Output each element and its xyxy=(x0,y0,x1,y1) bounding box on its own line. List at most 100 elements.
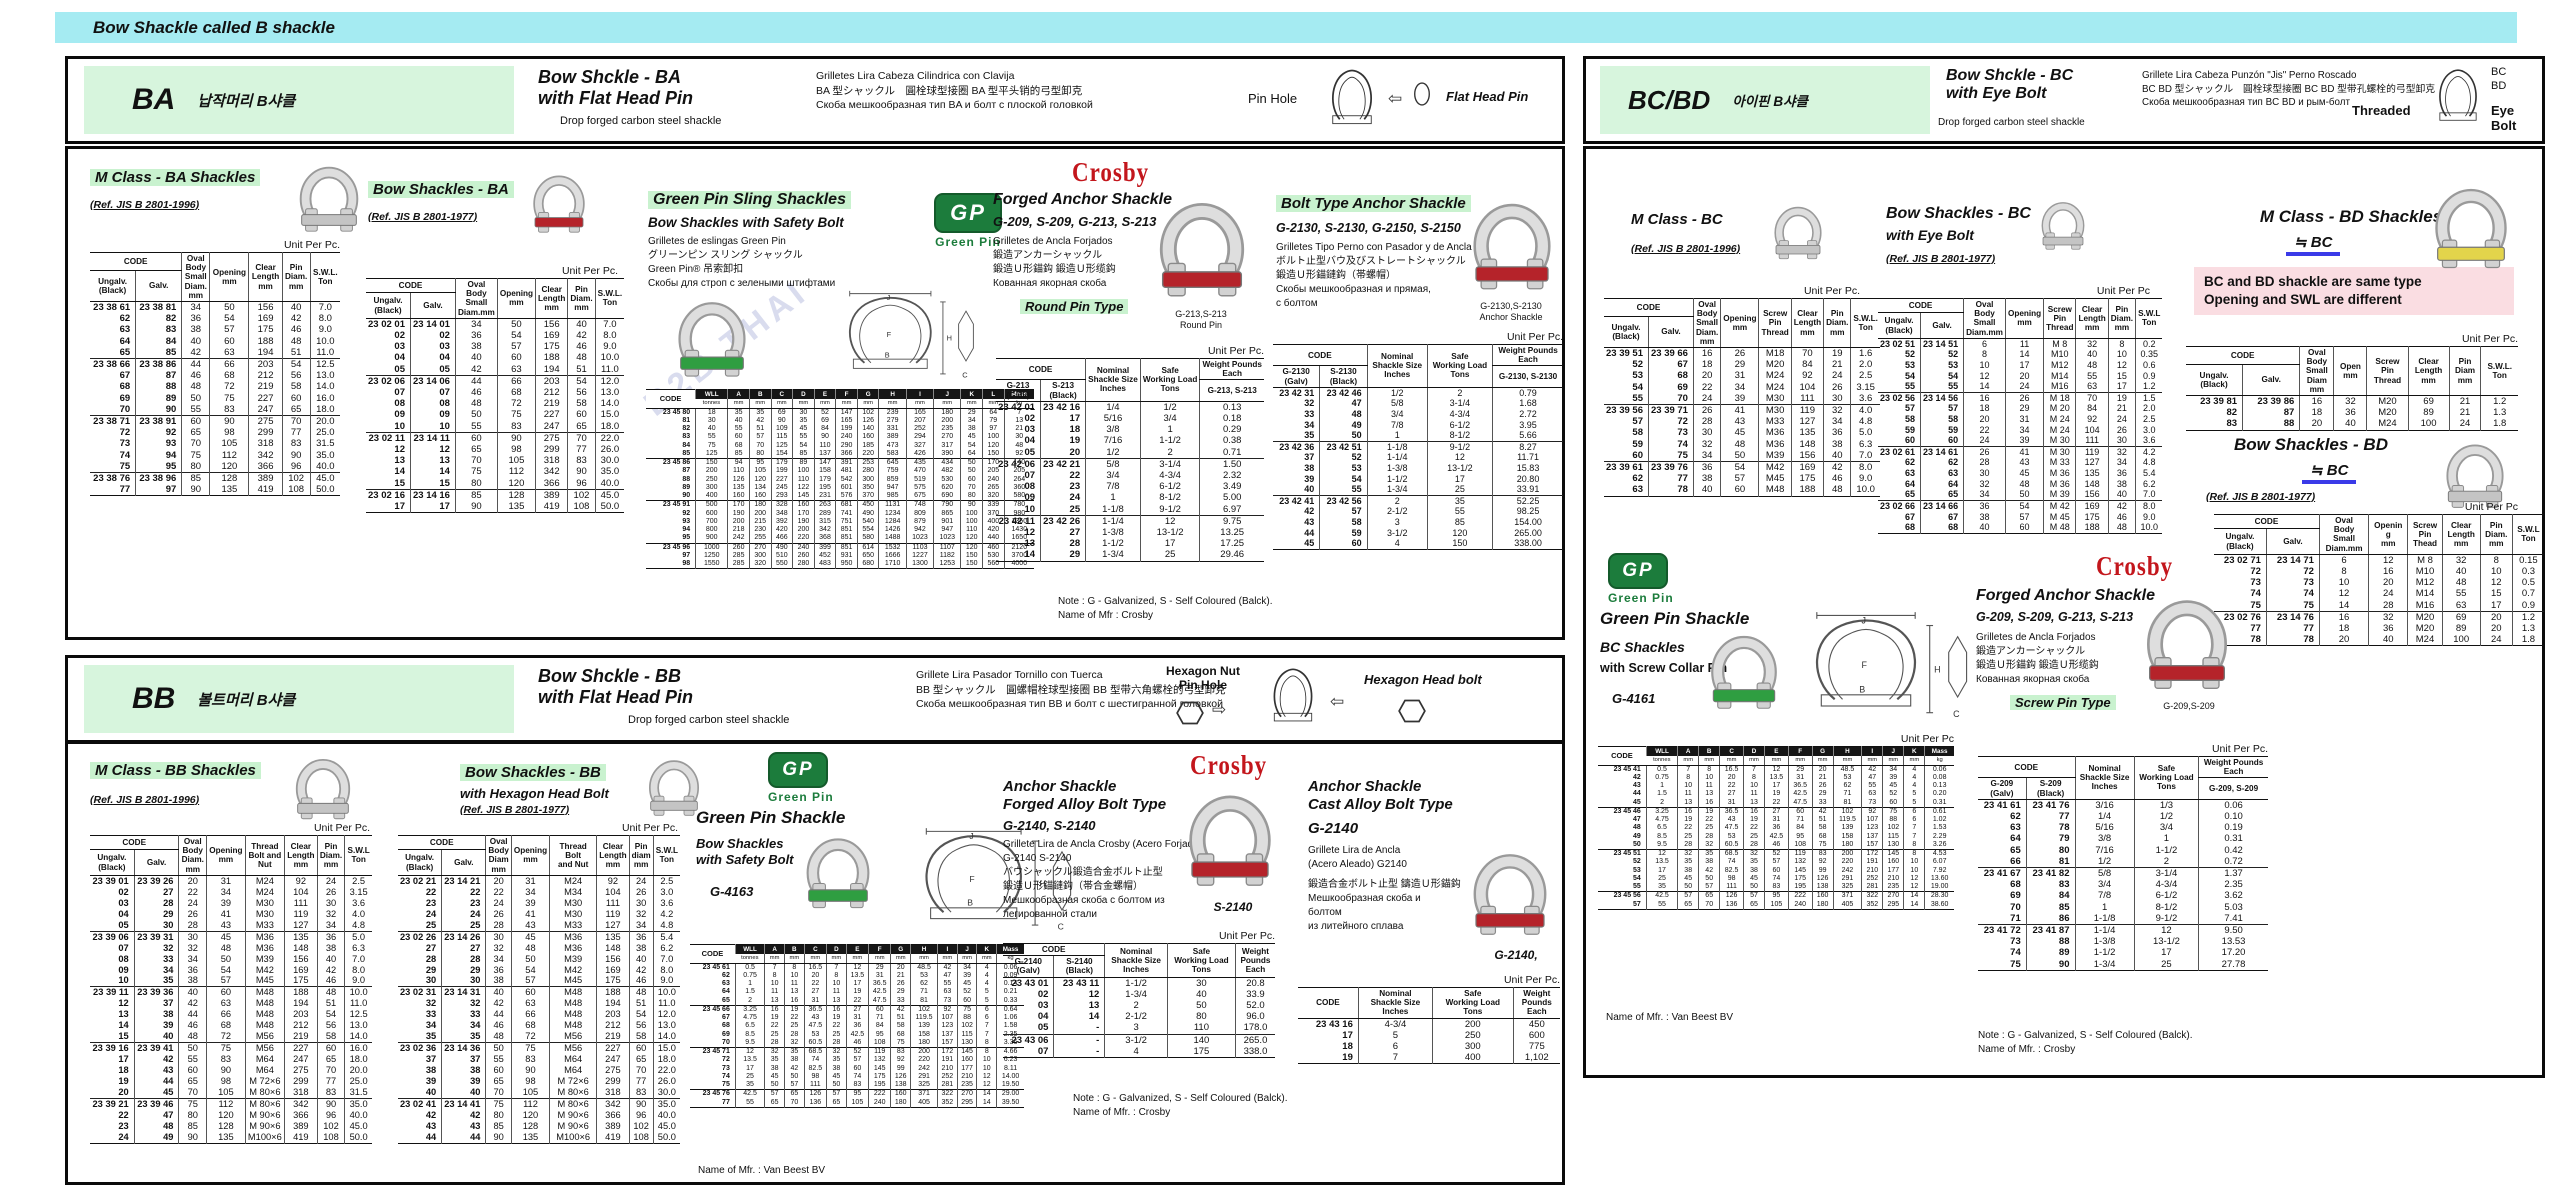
bb-mclass-heading: M Class - BB Shackles xyxy=(90,762,261,779)
hexagon-head-icon xyxy=(1398,698,1426,724)
bb-gp-model: G-4163 xyxy=(710,884,754,899)
ba-mclass-ref: (Ref. JIS B 2801-1996) xyxy=(90,199,200,211)
forged-anchor-languages: Grilletes de Ancla Forjados 鍛造アンカーシャックル … xyxy=(993,236,1116,289)
table-m-class-bc: CODE Oval Body Small Diam. mm Opening mm Sc… xyxy=(1604,298,1880,497)
g2140-cast-caption: G-2140, xyxy=(1494,948,1538,962)
bc-gp-dimension-diagram xyxy=(1790,609,1980,727)
bb-code: BB xyxy=(132,682,176,715)
green-pin-logo-icon: GP xyxy=(934,193,1002,233)
ba-pin-hole-label: Pin Hole xyxy=(1248,91,1298,106)
g2130-shackle-photo xyxy=(1466,191,1558,299)
unit-label: Unit Per Pc. xyxy=(621,822,678,834)
green-pin-logo-icon: GP xyxy=(768,752,828,788)
unit-label: Unit Per Pc. xyxy=(1218,930,1275,942)
crosby-logo: Crosby xyxy=(1190,750,1268,780)
g2130-caption: G-2130,S-2130 Anchor Shackle xyxy=(1479,301,1543,323)
table-g213-round-pin: CODE Nominal Shackle Size Inches Safe Work… xyxy=(996,358,1264,562)
bd-shackle-photo xyxy=(2428,177,2514,277)
ba-bow-ref: (Ref. JIS B 2801-1977) xyxy=(368,211,478,223)
bcbd-section-label: BC/BD 아이핀 B샤클 xyxy=(1600,66,1930,134)
table-g4163: CODE WLL A B C D E F G H I J K Mass tonnes mm mm mm mm mm mm… xyxy=(690,944,1024,1108)
bb-subtitle: Drop forged carbon steel shackle xyxy=(628,714,790,726)
bb-bow-heading: Bow Shackles - BB xyxy=(460,764,606,781)
table-g2130-bolt-type: CODE Nominal Shackle Size Inches Safe Work… xyxy=(1273,344,1563,550)
ba-languages: Grilletes Lira Cabeza Cilindrica con Cla… xyxy=(816,70,1093,112)
green-pin-logo: GP Green Pin xyxy=(1608,553,1674,605)
bb-cast-languages: Grillete Lira de Ancla (Acero Aleado) G2… xyxy=(1308,845,1461,932)
ba-mclass-shackle-photo xyxy=(296,157,362,239)
bc-mclass-heading: M Class - BC xyxy=(1631,211,1723,228)
green-pin-logo: GP Green Pin xyxy=(934,193,1002,249)
hexagon-head-bolt-label: Hexagon Head bolt xyxy=(1364,672,1482,687)
bb-gp-sub2: with Safety Bolt xyxy=(696,852,794,867)
mfr-van-beest-bc: Name of Mfr. : Van Beest BV xyxy=(1606,1012,1734,1023)
hexagon-nut-icon xyxy=(1176,700,1204,726)
ba-title: Bow Shckle - BA with Flat Head Pin xyxy=(538,67,694,108)
unit-label: Unit Per Pc xyxy=(1900,733,1954,745)
gp-dimension-diagram xyxy=(784,289,1028,385)
bc-forged-models: G-209, S-209, G-213, S-213 xyxy=(1976,610,2134,624)
bc-bow-heading: Bow Shackles - BC xyxy=(1886,205,2031,222)
g213-shackle-photo xyxy=(1150,189,1254,307)
bc-gp-shackle-photo xyxy=(1704,625,1784,717)
ba-bow-shackle-photo xyxy=(530,167,588,239)
bolt-type-heading: Bolt Type Anchor Shackle xyxy=(1276,195,1471,212)
bb-section-label: BB 볼트머리 B샤클 xyxy=(84,665,514,733)
table-green-pin-sling: CODE WLL A B C D E F G H I J K L Mass tonnes mm mm mm mm mm m… xyxy=(646,389,1034,570)
forged-anchor-heading: Forged Anchor Shackle xyxy=(993,191,1172,208)
bd-note-box: BC and BD shackle are same type Opening … xyxy=(2194,267,2514,316)
bc-mclass-ref: (Ref. JIS B 2801-1996) xyxy=(1631,243,1741,255)
round-pin-type-label: Round Pin Type xyxy=(1020,299,1129,314)
ba-content-box: B2B THAI M Class - BA Shackles (Ref. JIS… xyxy=(65,146,1565,640)
ba-section-label: BA 납작머리 B샤클 xyxy=(84,66,514,134)
bc-bow-ref: (Ref. JIS B 2801-1977) xyxy=(1886,253,1996,265)
bb-mclass-shackle-photo xyxy=(293,750,353,826)
crosby-note-bb: Note : G - Galvanized, S - Self Coloured… xyxy=(1073,1093,1288,1118)
bcbd-content-box: M Class - BC (Ref. JIS B 2801-1996) Unit… xyxy=(1583,146,2545,1078)
unit-label: Unit Per Pc. xyxy=(283,239,340,251)
bb-bow-subheading: with Hexagon Head Bolt xyxy=(460,786,609,801)
arrow-right-icon: ⇨ xyxy=(1212,700,1227,719)
bcbd-subtitle: Drop forged carbon steel shackle xyxy=(1938,117,2085,128)
bolt-type-languages: Grilletes Tipo Perno con Pasador y de An… xyxy=(1276,242,1472,309)
ba-subtitle: Drop forged carbon steel shackle xyxy=(560,115,722,127)
gp-sling-heading: Green Pin Sling Shackles xyxy=(648,191,851,209)
page-banner: Bow Shackle called B shackle xyxy=(55,12,2517,43)
unit-label: Unit Per Pc. xyxy=(1803,285,1860,297)
bd-mclass-heading: M Class - BD Shackles xyxy=(2259,207,2443,226)
bb-shackle-line-icon xyxy=(1266,664,1320,732)
bc-gp-sub1: BC Shackles xyxy=(1600,639,1685,655)
bc-gp-heading: Green Pin Shackle xyxy=(1600,609,1750,628)
bb-bow-ref: (Ref. JIS B 2801-1977) xyxy=(460,804,570,816)
unit-label: Unit Per Pc. xyxy=(1503,974,1560,986)
threaded-label: Threaded xyxy=(2352,103,2411,118)
unit-label: Unit Per Pc. xyxy=(2211,743,2268,755)
s2140-shackle-photo xyxy=(1180,782,1280,896)
unit-label: Unit Per Pc. xyxy=(1207,345,1264,357)
bcbd-languages: Grillete Lira Cabeza Punzón "Jis" Perno … xyxy=(2142,70,2436,109)
ba-shackle-line-icon xyxy=(1324,65,1380,135)
g2140-cast-shackle-photo xyxy=(1466,842,1554,944)
ba-code: BA xyxy=(132,83,176,116)
table-g209-screw-pin: CODE Nominal Shackle Size Inches Safe Work… xyxy=(1978,756,2268,971)
bc-mclass-shackle-photo xyxy=(1772,199,1824,265)
ba-bow-heading: Bow Shackles - BA xyxy=(368,181,514,198)
bc-bd-mini-labels: BC BD xyxy=(2491,66,2507,93)
g209-caption: G-209,S-209 xyxy=(2163,701,2215,711)
bcbd-shackle-line-icon xyxy=(2432,65,2484,131)
flat-pin-oval-icon xyxy=(1412,81,1432,107)
bcbd-title: Bow Shckle - BC with Eye Bolt xyxy=(1946,67,2074,103)
ba-korean: 납작머리 B샤클 xyxy=(197,92,296,110)
crosby-logo: Crosby xyxy=(2096,551,2174,581)
bd-approx-bc: ≒ BC xyxy=(2286,233,2341,256)
bb-gp-heading: Green Pin Shackle xyxy=(696,808,846,827)
bc-bow-shackle-photo xyxy=(2040,195,2086,255)
gp-sling-languages: Grilletes de eslingas Green Pin グリーンピン ス… xyxy=(648,236,836,289)
bc-gp-model: G-4161 xyxy=(1612,691,1656,706)
table-bow-shackles-bc: CODE Oval Body Small Diam.mm Opening mm Scr… xyxy=(1878,298,2163,534)
bb-cast-h1: Anchor Shackle xyxy=(1308,778,1422,795)
g209-shackle-photo xyxy=(2138,587,2236,699)
green-pin-logo: GP Green Pin xyxy=(768,752,834,804)
bb-gp-shackle-photo xyxy=(794,828,882,916)
bolt-type-models: G-2130, S-2130, G-2150, S-2150 xyxy=(1276,221,1461,235)
